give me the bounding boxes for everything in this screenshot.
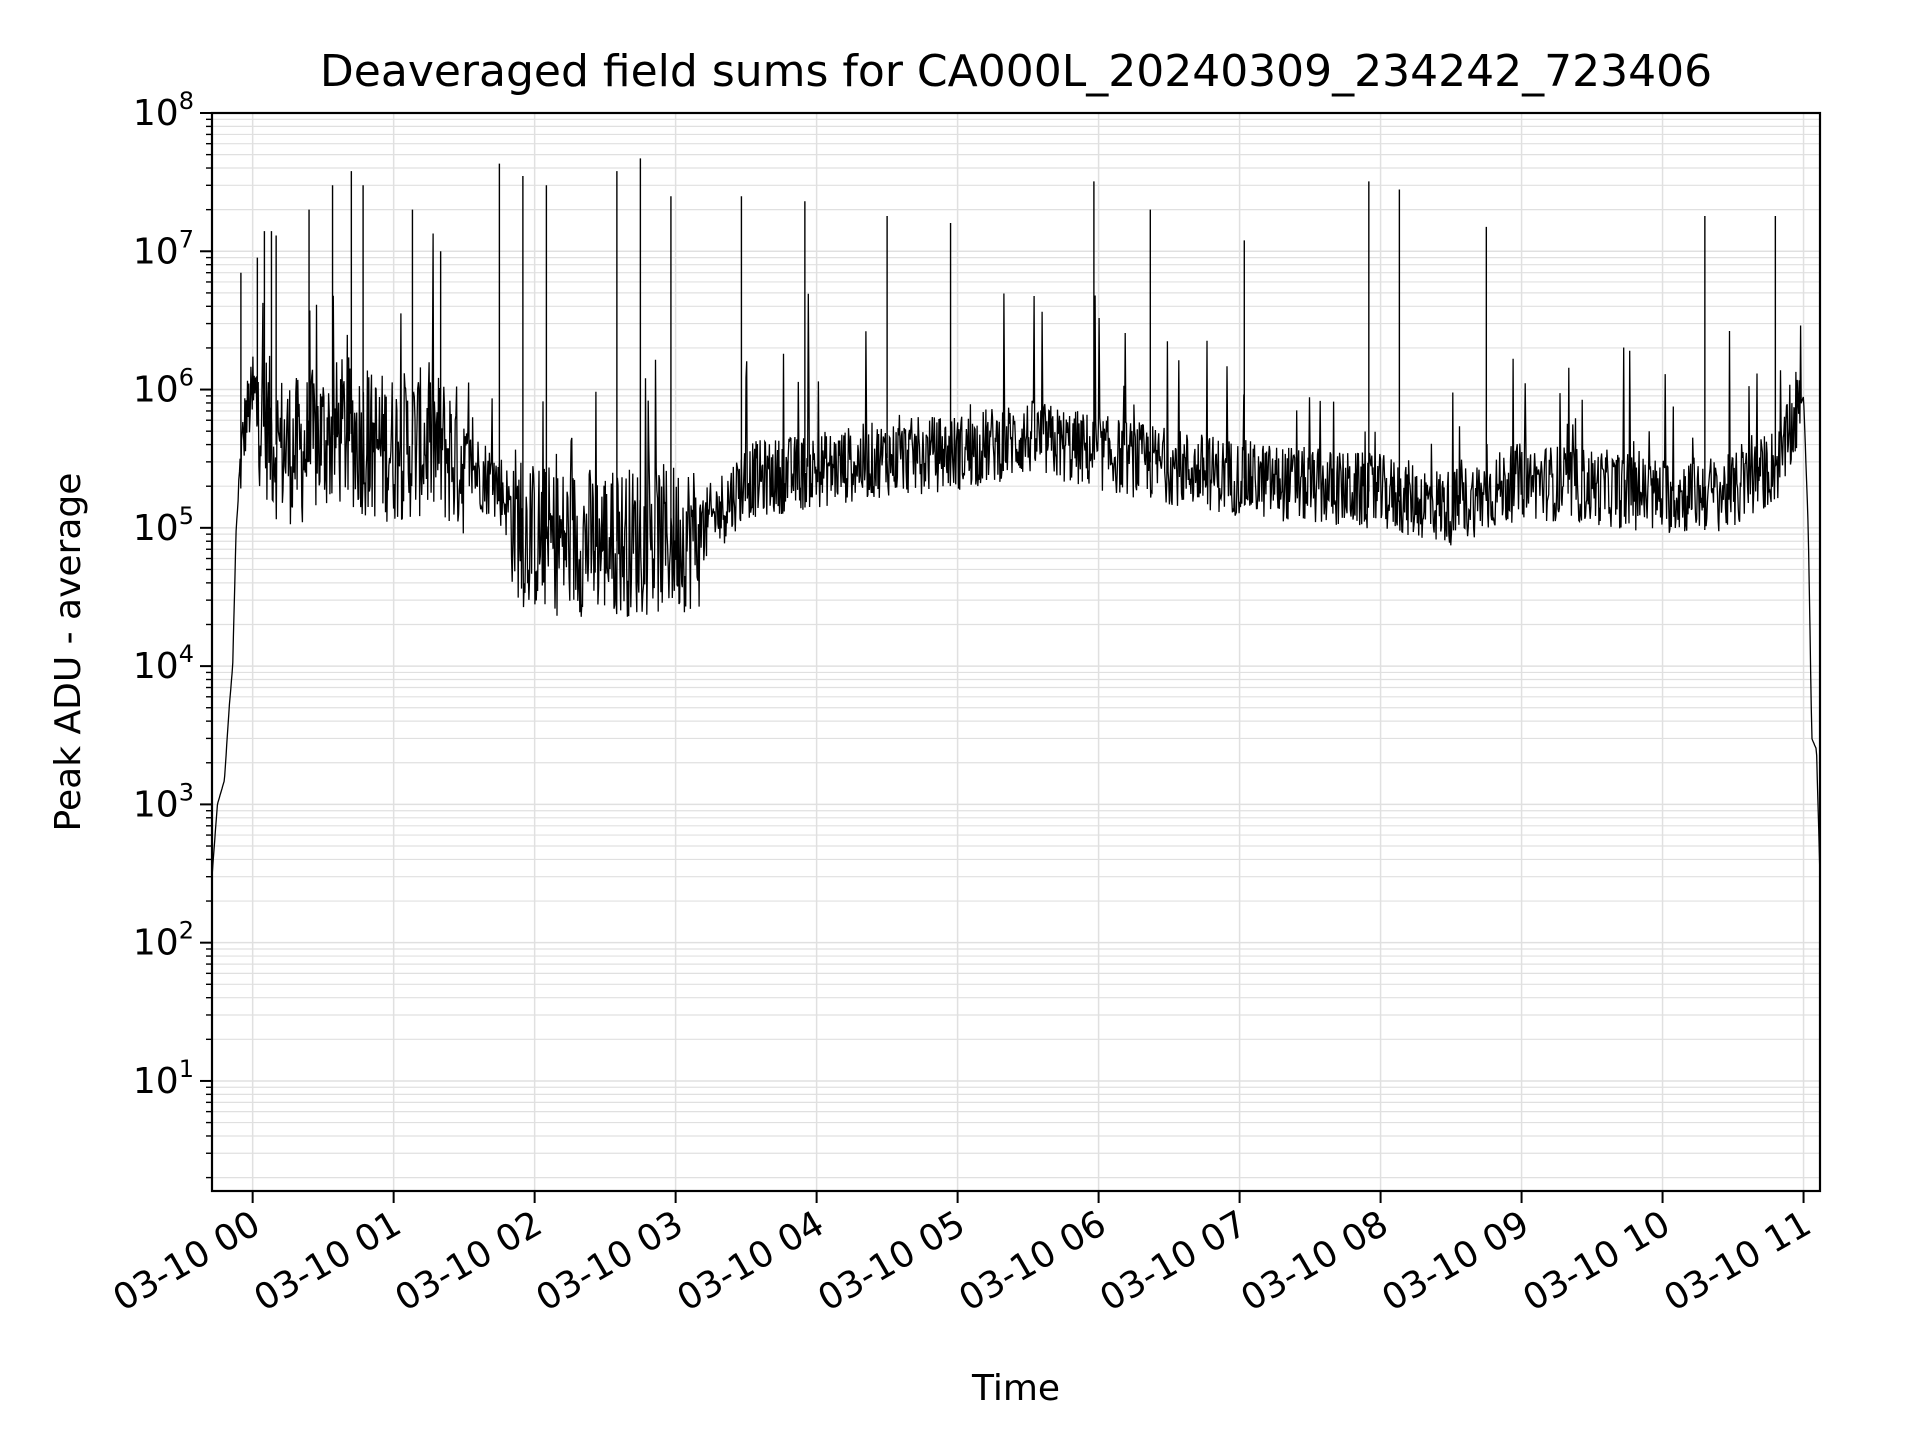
y-tick-base: 10 <box>133 784 179 825</box>
y-axis-label: Peak ADU - average <box>48 473 89 832</box>
y-tick-base: 10 <box>133 508 179 549</box>
y-tick-exponent: 5 <box>179 502 194 530</box>
y-tick-base: 10 <box>133 923 179 964</box>
plot-frame <box>210 111 1822 1193</box>
y-tick-base: 10 <box>133 646 179 687</box>
y-tick-exponent: 3 <box>179 778 194 806</box>
chart-title: Deaveraged field sums for CA000L_2024030… <box>320 46 1712 97</box>
y-tick-label: 102 <box>133 917 194 964</box>
y-tick-exponent: 4 <box>179 640 194 668</box>
y-tick-base: 10 <box>133 1061 179 1102</box>
y-tick-base: 10 <box>133 93 179 134</box>
y-tick-exponent: 2 <box>179 917 194 945</box>
y-tick-exponent: 1 <box>179 1055 194 1083</box>
y-tick-exponent: 8 <box>179 87 194 115</box>
y-tick-base: 10 <box>133 231 179 272</box>
x-axis-label: Time <box>971 1368 1060 1409</box>
y-tick-exponent: 7 <box>179 225 194 253</box>
y-tick-label: 101 <box>133 1055 194 1102</box>
y-tick-label: 107 <box>133 225 194 272</box>
y-tick-label: 103 <box>133 778 194 825</box>
y-tick-label: 106 <box>133 364 194 411</box>
series <box>211 158 1821 877</box>
y-tick-label: 108 <box>133 87 194 134</box>
series-line <box>211 233 1821 877</box>
y-tick-label: 105 <box>133 502 194 549</box>
y-tick-base: 10 <box>133 370 179 411</box>
y-tick-label: 104 <box>133 640 194 687</box>
y-tick-exponent: 6 <box>179 364 194 392</box>
